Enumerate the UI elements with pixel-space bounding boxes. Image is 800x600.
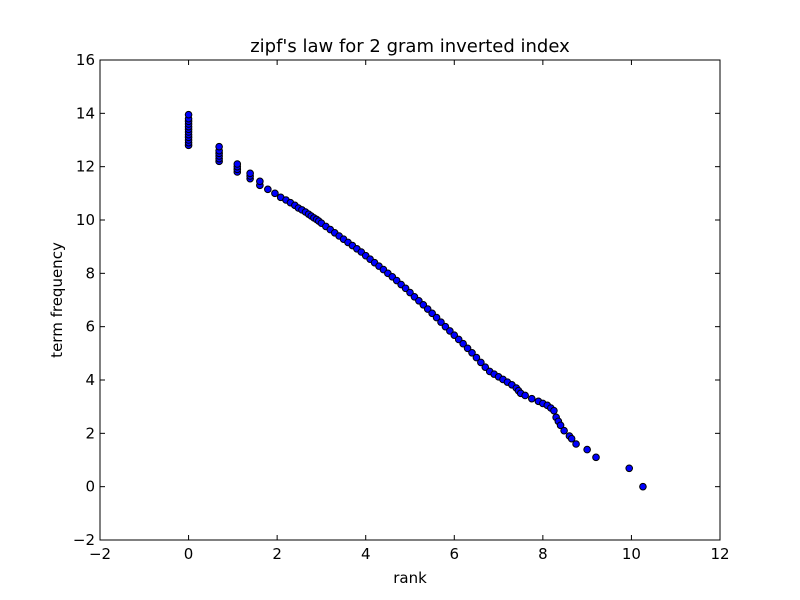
y-axis-ticks: −2 0 2 4 6 8 10 12 14 16 <box>73 51 720 549</box>
data-point <box>441 322 450 331</box>
data-point <box>419 301 428 309</box>
y-tick-label: 10 <box>76 211 95 229</box>
chart-title: zipf's law for 2 gram inverted index <box>250 36 570 57</box>
x-tick-label: 2 <box>272 545 282 563</box>
x-tick-label: 4 <box>361 545 371 563</box>
data-points <box>184 110 647 491</box>
y-tick-label: 8 <box>85 264 95 282</box>
data-point <box>446 327 454 335</box>
y-tick-label: 4 <box>85 371 95 389</box>
data-point <box>450 331 459 340</box>
data-point <box>256 177 264 186</box>
data-point <box>184 110 193 119</box>
data-point <box>527 394 536 403</box>
y-tick-label: 14 <box>76 104 95 122</box>
data-point <box>233 160 242 168</box>
y-tick-label: 0 <box>85 478 95 496</box>
plot-area <box>100 60 720 540</box>
data-point <box>454 335 463 344</box>
data-point <box>215 142 223 151</box>
data-point <box>271 189 279 198</box>
x-axis-ticks: −2 0 2 4 6 8 10 12 <box>89 60 730 563</box>
data-point <box>459 339 467 348</box>
x-tick-label: −2 <box>89 545 111 563</box>
data-point <box>401 284 410 293</box>
data-point <box>463 344 472 353</box>
data-point <box>423 305 432 313</box>
data-point <box>481 363 490 372</box>
y-tick-label: 12 <box>76 158 95 176</box>
plot-frame <box>99 59 721 541</box>
data-point <box>556 421 565 430</box>
data-point <box>472 353 481 362</box>
data-point <box>521 391 529 400</box>
x-tick-label: 6 <box>450 545 460 563</box>
x-tick-label: 0 <box>184 545 194 563</box>
data-point <box>639 482 647 491</box>
x-tick-label: 8 <box>538 545 548 563</box>
x-tick-label: 10 <box>622 545 641 563</box>
data-point <box>550 406 558 415</box>
data-point <box>477 358 485 367</box>
y-tick-label: −2 <box>73 531 95 549</box>
y-tick-label: 16 <box>76 51 95 69</box>
data-point <box>572 440 580 448</box>
x-axis-label: rank <box>393 569 427 587</box>
y-tick-label: 6 <box>85 318 95 336</box>
data-point <box>567 434 576 443</box>
data-point <box>264 185 272 194</box>
y-tick-label: 2 <box>85 424 95 442</box>
data-point <box>406 288 414 297</box>
data-point <box>625 464 634 473</box>
data-point <box>246 169 254 178</box>
data-point <box>428 309 436 318</box>
y-axis-label: term frequency <box>48 242 66 358</box>
data-point <box>432 313 441 322</box>
x-tick-label: 12 <box>710 545 729 563</box>
data-point <box>468 349 476 357</box>
data-point <box>583 445 591 454</box>
data-point <box>437 318 445 326</box>
data-point <box>560 426 568 435</box>
data-point <box>592 453 600 462</box>
